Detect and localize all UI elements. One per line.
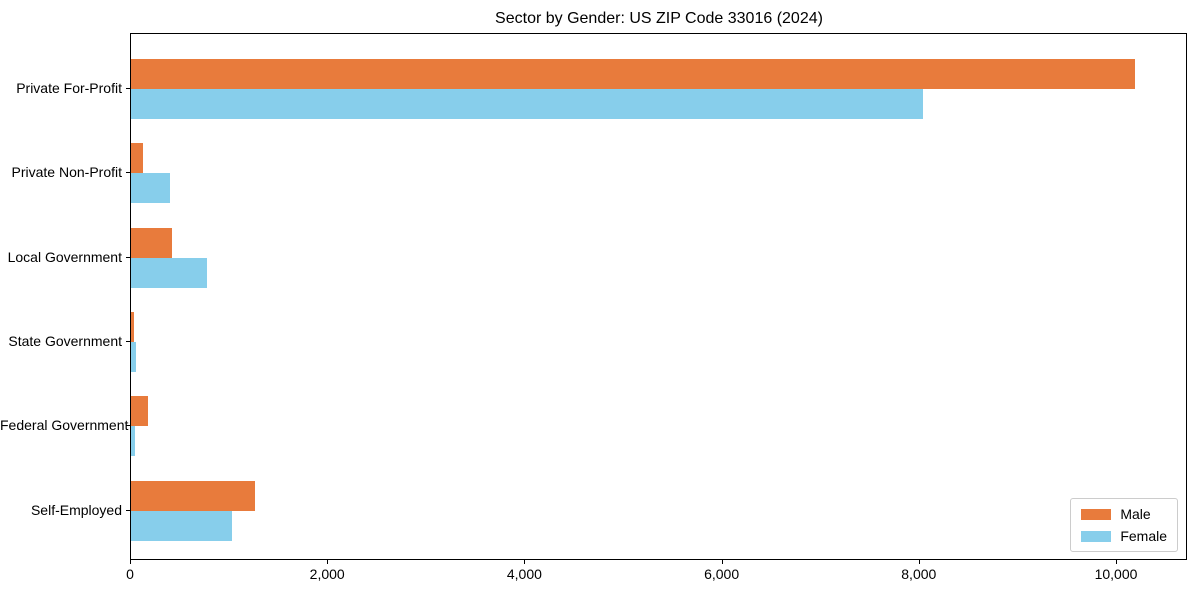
y-axis-label: Private For-Profit <box>16 80 122 96</box>
bar-female <box>131 89 923 119</box>
y-axis-label: State Government <box>8 332 122 349</box>
x-tick-mark <box>721 560 723 564</box>
chart-title: Sector by Gender: US ZIP Code 33016 (202… <box>495 10 823 27</box>
bar-female <box>131 341 136 372</box>
bar-female <box>131 426 136 457</box>
bar-male <box>131 311 134 342</box>
bar-male <box>131 396 148 427</box>
y-axis-label: Federal Government <box>0 417 129 434</box>
x-axis-tick-label: 0 <box>126 566 134 582</box>
y-axis-label: Local Government <box>7 248 122 265</box>
x-axis-tick-label: 2,000 <box>309 566 345 582</box>
female-swatch <box>1081 530 1112 542</box>
legend-item-male: Male <box>1081 507 1167 521</box>
x-axis-tick-label: 6,000 <box>704 566 740 582</box>
male-swatch <box>1081 508 1112 520</box>
legend-label-male: Male <box>1120 506 1151 522</box>
x-tick-mark <box>524 560 526 564</box>
y-tick-mark <box>126 340 130 342</box>
plot-area: Male Female <box>130 33 1187 560</box>
legend-label-female: Female <box>1120 528 1167 544</box>
y-tick-mark <box>126 509 130 511</box>
bar-female <box>131 510 232 541</box>
x-tick-mark <box>1116 560 1117 564</box>
bar-male <box>131 480 256 511</box>
bar-female <box>131 257 207 288</box>
x-tick-mark <box>918 560 920 564</box>
legend-item-female: Female <box>1081 529 1167 543</box>
x-axis-tick-label: 8,000 <box>901 566 937 582</box>
bar-female <box>131 173 170 204</box>
x-tick-mark <box>130 560 131 564</box>
bar-male <box>131 227 172 258</box>
y-axis-label: Self-Employed <box>30 501 122 518</box>
y-tick-mark <box>126 425 130 427</box>
y-axis-label: Private Non-Profit <box>11 164 122 181</box>
y-tick-mark <box>126 88 130 89</box>
y-tick-mark <box>126 256 130 258</box>
bar-male <box>131 59 1135 89</box>
x-axis-tick-label: 10,000 <box>1094 566 1138 582</box>
legend: Male Female <box>1070 498 1178 552</box>
x-axis-tick-label: 4,000 <box>506 566 542 582</box>
bar-male <box>131 143 143 174</box>
y-tick-mark <box>126 172 130 174</box>
x-tick-mark <box>327 560 329 564</box>
